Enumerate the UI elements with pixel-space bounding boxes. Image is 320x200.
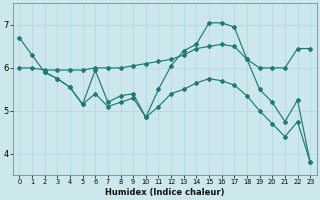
X-axis label: Humidex (Indice chaleur): Humidex (Indice chaleur): [105, 188, 225, 197]
